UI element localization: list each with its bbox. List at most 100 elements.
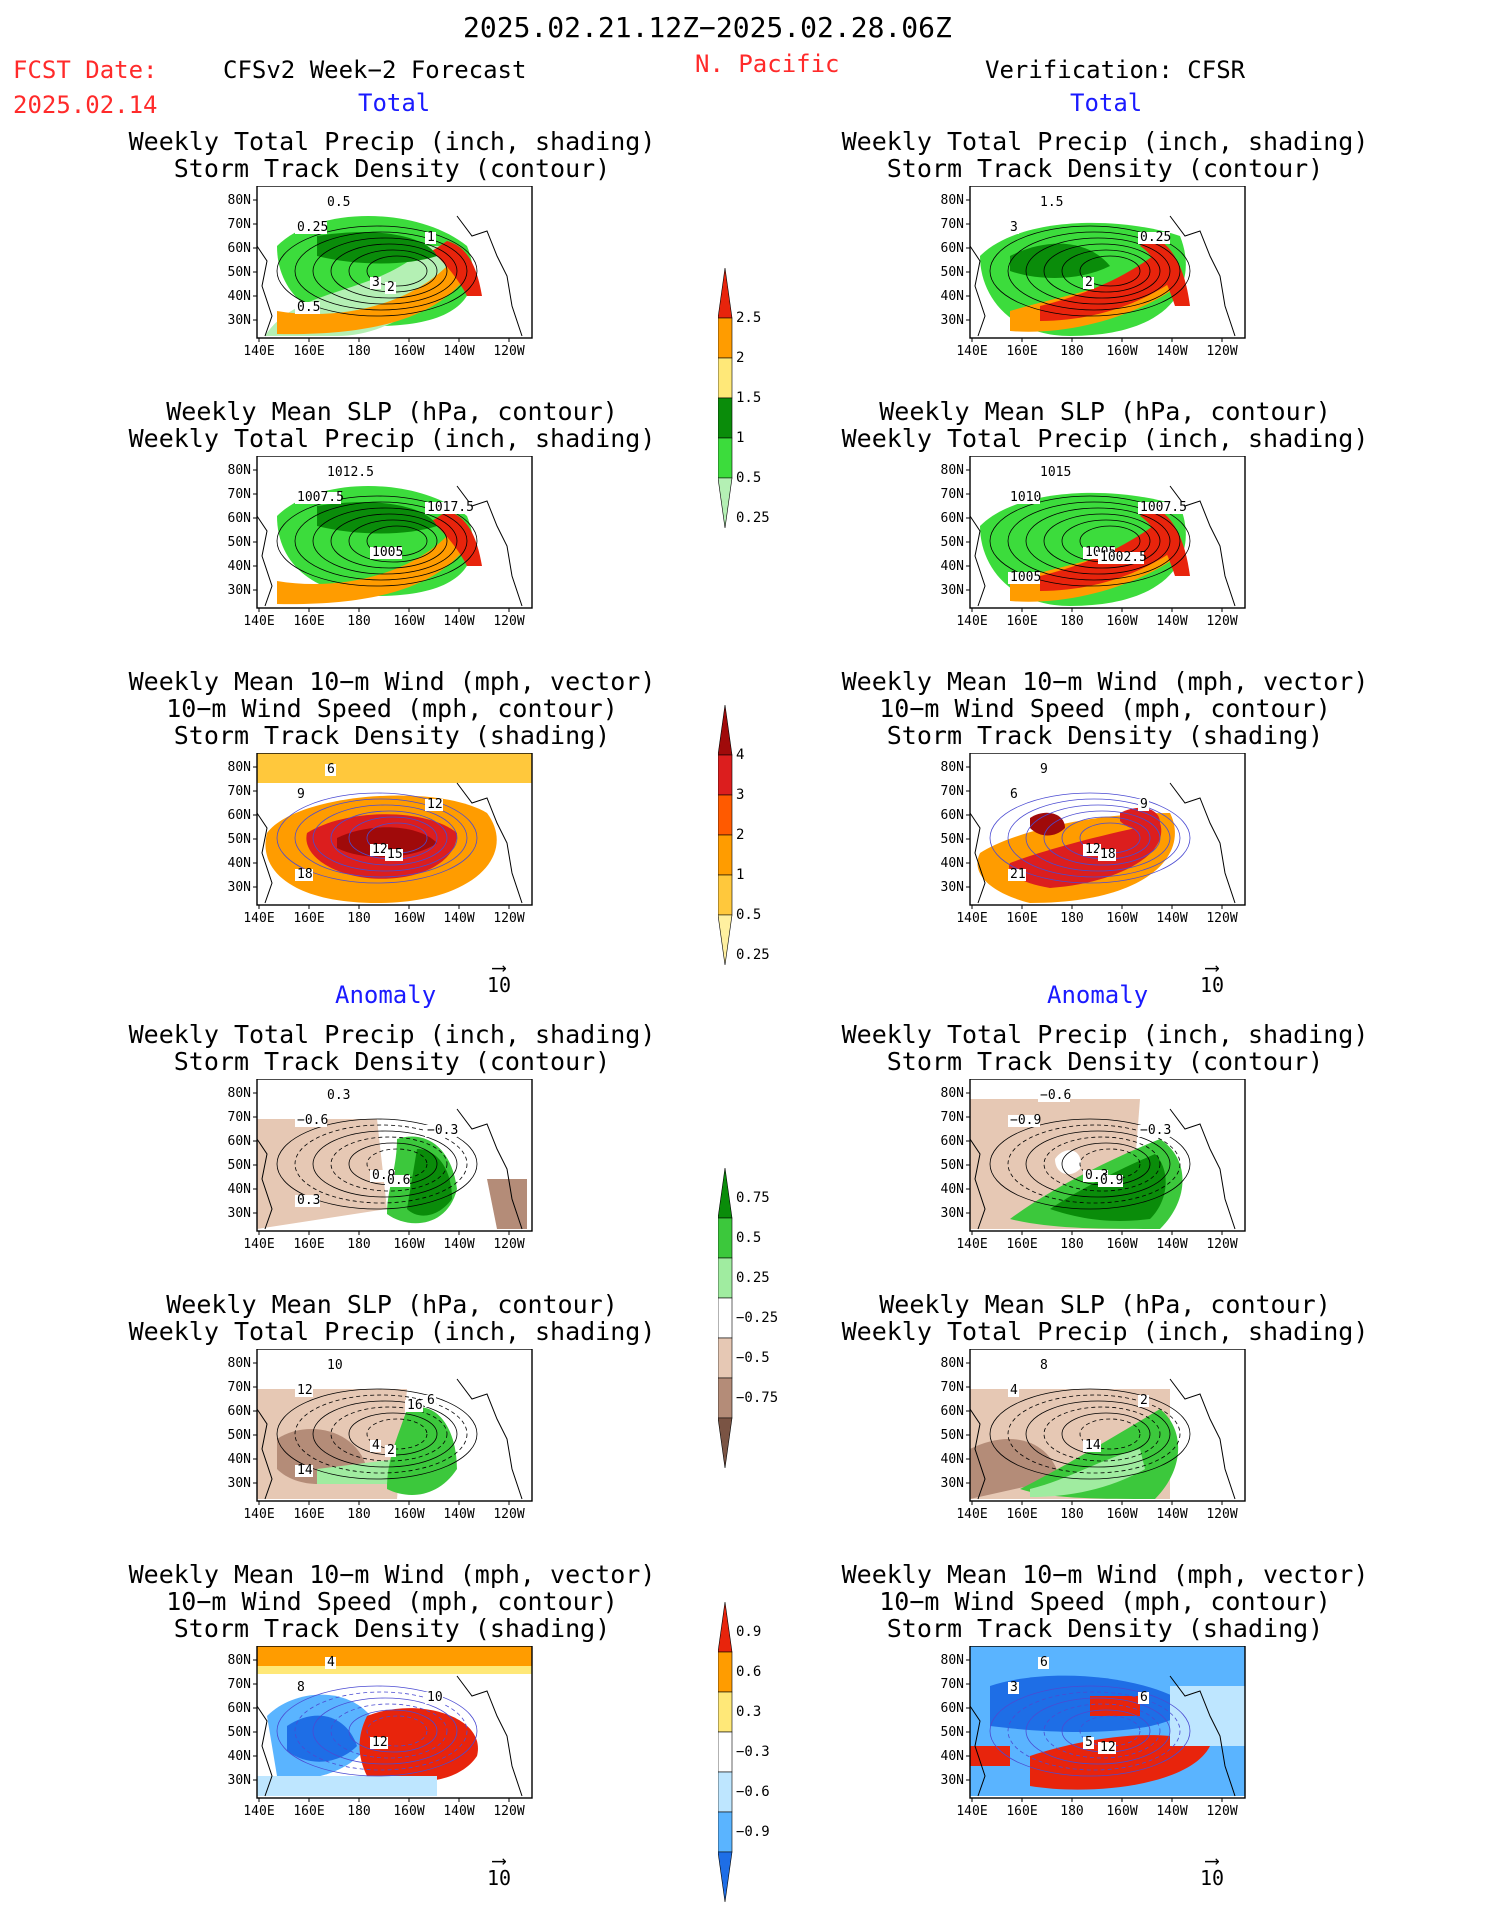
lon-label: 160E — [1006, 1237, 1037, 1252]
lon-label: 160E — [293, 344, 324, 359]
contour-line-0 — [276, 1118, 478, 1210]
period-title: 2025.02.21.12Z−2025.02.28.06Z — [463, 11, 952, 44]
map-v-anom-slp: 8 4 2 14 80N 70N 60N 50N 40N 30N 140E 160E 180 160W 14… — [928, 1349, 1250, 1523]
title-line-1: Weekly Mean SLP (hPa, contour) — [166, 397, 618, 426]
lat-label: 80N — [941, 1356, 964, 1371]
contour-label: 1010 — [1010, 490, 1041, 505]
shaded-field-5 — [257, 1776, 437, 1796]
lat-label: 70N — [941, 1677, 964, 1692]
lon-label: 140W — [1156, 1804, 1187, 1819]
contour-line-4 — [348, 519, 438, 563]
lat-label: 50N — [941, 832, 964, 847]
contour-label-bg — [385, 1445, 396, 1457]
lon-label: 160W — [1106, 614, 1137, 629]
lat-label: 60N — [941, 511, 964, 526]
map-frame — [256, 1646, 533, 1799]
lat-label: 80N — [941, 1653, 964, 1668]
contour-label: 0.5 — [297, 300, 320, 315]
map-frame — [969, 456, 1246, 609]
contour-label: 9 — [1040, 762, 1048, 777]
lat-label: 70N — [941, 784, 964, 799]
contour-line-3 — [330, 1136, 448, 1192]
map-svg: 8 4 2 14 80N 70N 60N 50N 40N 30N 140E 160E 180 160W 14… — [941, 1349, 1246, 1522]
contour-label: 6 — [327, 762, 335, 777]
lon-label: 140W — [1156, 614, 1187, 629]
contour-line-3 — [1043, 1136, 1161, 1192]
vector-ref-label: 10 — [1199, 1866, 1225, 1890]
title-line-1: Weekly Mean 10−m Wind (mph, vector) — [128, 667, 656, 696]
contour-label-bg — [370, 277, 381, 289]
contour-label: 21 — [1010, 867, 1026, 882]
contour-label-bg — [425, 799, 443, 811]
title-line-3: Storm Track Density (shading) — [173, 1614, 611, 1643]
contour-line-2 — [1025, 804, 1171, 872]
colorbar-svg: 0.9 0.6 0.3 −0.3 −0.6 −0.9 — [718, 1602, 770, 1903]
shaded-field-0 — [257, 1646, 532, 1666]
contour-line-3 — [330, 243, 448, 299]
contour-label: 0.5 — [327, 195, 350, 210]
contour-line-3 — [1043, 1406, 1161, 1462]
lat-label: 40N — [941, 559, 964, 574]
contour-label-bg — [295, 492, 341, 504]
lat-label: 50N — [941, 1158, 964, 1173]
lat-label: 30N — [228, 313, 251, 328]
colorbar-svg: 0.75 0.5 0.25 −0.25 −0.5 −0.75 — [718, 1168, 778, 1469]
contour-line-2 — [312, 1697, 458, 1765]
contour-label: 12 — [372, 842, 388, 857]
map-plot-area: 0.5 0.25 1 3 2 0.5 — [256, 186, 533, 339]
title-v-anom-precip: Weekly Total Precip (inch, shading) Stor… — [805, 1021, 1405, 1075]
lat-label: 70N — [228, 784, 251, 799]
contour-label: −0.9 — [1010, 1113, 1041, 1128]
map-svg: 101510101007.510051002.5100580N70N60N50N… — [941, 456, 1246, 629]
contour-label-bg — [295, 789, 306, 801]
lat-label: 30N — [941, 1773, 964, 1788]
contour-label: 4 — [1010, 1383, 1018, 1398]
colorbar-segment — [718, 794, 733, 836]
colorbar-svg: 4 3 2 1 0.5 0.25 — [718, 705, 770, 966]
lon-label: 140W — [1156, 1507, 1187, 1522]
lon-label: 160E — [293, 1804, 324, 1819]
lon-label: 140W — [1156, 1237, 1187, 1252]
contour-line-4 — [348, 1709, 438, 1753]
colorbar-label: −0.75 — [736, 1390, 778, 1406]
contour-label: 0.3 — [327, 1088, 350, 1103]
title-line-2: Storm Track Density (contour) — [173, 154, 611, 183]
contour-label: 9 — [1140, 797, 1148, 812]
colorbar-label: 0.6 — [736, 1664, 761, 1680]
contour-line-4 — [1061, 249, 1151, 293]
lat-label: 30N — [941, 1206, 964, 1221]
title-line-3: Storm Track Density (shading) — [173, 721, 611, 750]
contour-label: 16 — [407, 1398, 423, 1413]
lat-label: 40N — [228, 289, 251, 304]
lat-label: 60N — [228, 511, 251, 526]
contour-line-3 — [1043, 513, 1161, 569]
lat-label: 30N — [228, 1206, 251, 1221]
contour-label-bg — [1083, 277, 1094, 289]
lat-label: 60N — [228, 1404, 251, 1419]
contour-label-bg — [295, 1465, 313, 1477]
lon-label: 180 — [1060, 1237, 1083, 1252]
arrow-icon: ⟶ — [492, 1848, 506, 1872]
title-f-anom-slp: Weekly Mean SLP (hPa, contour) Weekly To… — [92, 1291, 692, 1345]
coastline-asia — [969, 1705, 986, 1797]
colorbar-cap-bottom — [718, 1417, 733, 1469]
contour-line-5 — [366, 255, 428, 287]
title-line-2: Storm Track Density (contour) — [173, 1047, 611, 1076]
lon-label: 140E — [956, 1237, 987, 1252]
contour-label-bg — [1138, 1692, 1149, 1704]
contour-label-bg — [295, 1682, 306, 1694]
contour-label-bg — [1008, 1682, 1019, 1694]
contour-line-0 — [989, 1685, 1191, 1777]
title-f-total-slp: Weekly Mean SLP (hPa, contour) Weekly To… — [92, 398, 692, 452]
colorbar-label: 0.25 — [736, 947, 770, 963]
map-svg: 0.5 0.25 1 3 2 0.5 80N 70N 60N 50N 40N 30N 140E 160E 1… — [228, 186, 533, 359]
contour-label-bg — [325, 197, 350, 209]
title-f-anom-precip: Weekly Total Precip (inch, shading) Stor… — [92, 1021, 692, 1075]
lon-label: 180 — [347, 1804, 370, 1819]
contour-label: 12 — [1085, 842, 1101, 857]
map-plot-area: 1.5 3 0.25 2 — [969, 186, 1246, 339]
contour-label: 3 — [1010, 220, 1018, 235]
contour-label-bg — [325, 1657, 336, 1669]
lon-label: 140E — [956, 911, 987, 926]
lon-label: 120W — [1206, 1237, 1237, 1252]
